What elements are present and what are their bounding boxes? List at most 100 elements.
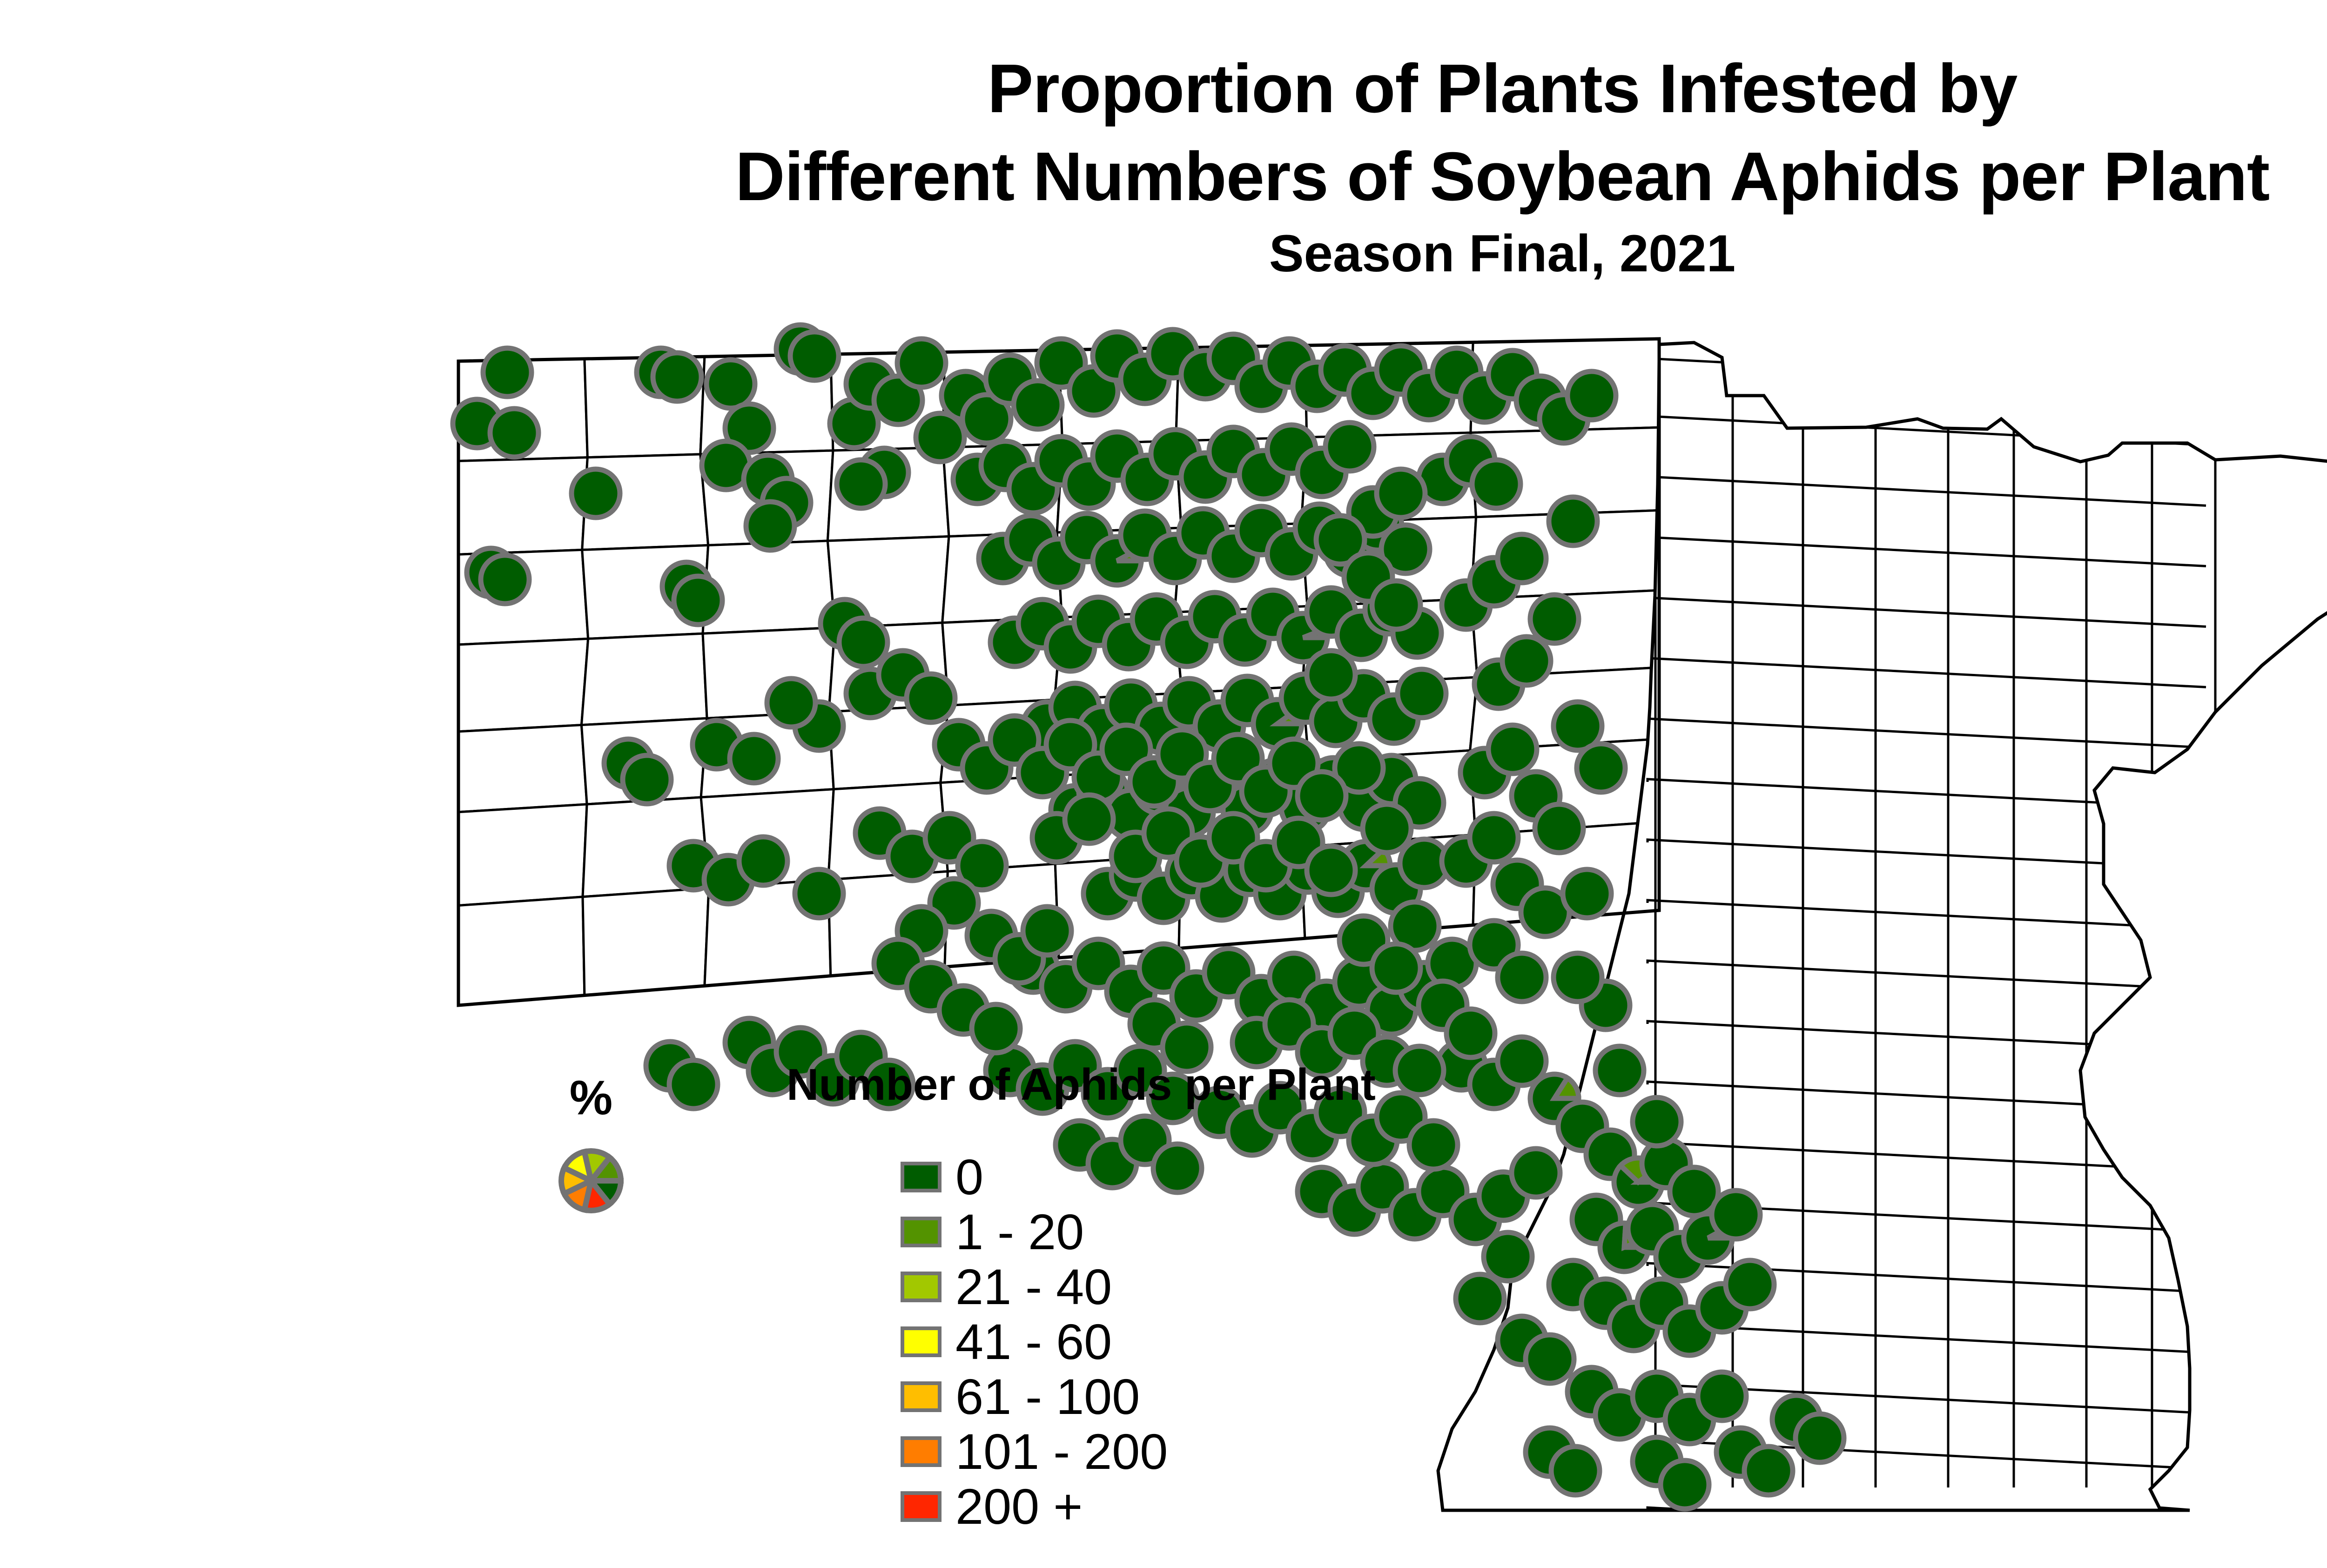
pie-slice — [1565, 369, 1619, 423]
chart-subtitle: Season Final, 2021 — [1269, 224, 1736, 283]
pie-slice — [1709, 1188, 1763, 1242]
site-pie-marker — [1574, 741, 1628, 795]
pie-slice — [1369, 941, 1423, 995]
legend-row: 200 + — [901, 1479, 1376, 1534]
site-pie-marker — [1379, 522, 1433, 576]
site-pie-marker — [1406, 1118, 1460, 1172]
pie-slice — [666, 1057, 720, 1111]
pie-slice — [1395, 666, 1449, 720]
site-pie-marker — [1495, 950, 1549, 1004]
site-pie-marker — [1392, 1043, 1446, 1097]
site-pie-marker — [1658, 1458, 1712, 1512]
pie-slice — [671, 573, 725, 627]
pie-slice — [904, 671, 958, 725]
pie-slice — [1611, 1162, 1665, 1209]
chart-title: Proportion of Plants Infested by Differe… — [0, 45, 2327, 221]
pie-slice — [1574, 741, 1628, 795]
county-grid-line-h — [1646, 596, 2206, 628]
legend-label: 200 + — [955, 1478, 1083, 1534]
site-pie-marker — [1565, 369, 1619, 423]
site-pie-marker — [1532, 801, 1586, 855]
county-grid-line-h — [1646, 475, 2206, 507]
county-grid-line-v — [1802, 360, 1806, 1487]
county-grid-line-h — [1646, 536, 2206, 567]
county-polygon — [457, 724, 588, 814]
legend-label: 21 - 40 — [955, 1258, 1112, 1315]
legend-label: 101 - 200 — [955, 1423, 1168, 1480]
site-pie-marker — [1397, 836, 1451, 890]
pie-slice — [862, 1057, 916, 1111]
site-pie-marker — [1546, 494, 1600, 548]
pie-slice — [1495, 950, 1549, 1004]
county-polygon — [580, 632, 708, 727]
legend-swatch — [901, 1326, 942, 1357]
legend-label: 1 - 20 — [955, 1204, 1084, 1260]
county-polygon — [581, 887, 710, 997]
map-panel — [0, 279, 2327, 1568]
pie-slice — [1397, 836, 1451, 890]
pie-slice — [1323, 420, 1377, 474]
county-polygon — [701, 539, 836, 635]
site-pie-marker — [1593, 1043, 1647, 1097]
site-pie-marker — [1523, 1332, 1577, 1386]
pie-slice — [1549, 1074, 1581, 1101]
state-outline-layer — [457, 337, 2327, 1512]
county-grid-line-h — [1646, 1141, 2206, 1172]
site-pie-marker — [1709, 1188, 1763, 1242]
sample-pie-wrapper — [512, 1145, 670, 1216]
pie-slice — [704, 357, 758, 411]
minnesota-outline — [1436, 341, 2327, 1512]
site-pie-marker — [487, 406, 541, 460]
county-grid-line-h — [1646, 1383, 2206, 1414]
legend-row: 101 - 200 — [901, 1424, 1376, 1479]
legend-label: 61 - 100 — [955, 1368, 1140, 1425]
pie-slice — [894, 336, 948, 390]
pie-slice — [1742, 1444, 1796, 1498]
legend-swatch — [901, 1436, 942, 1467]
site-pie-marker — [969, 1002, 1023, 1056]
site-pie-marker — [1304, 648, 1358, 702]
legend-label: 0 — [955, 1149, 984, 1205]
pie-slice — [1695, 1369, 1749, 1423]
site-pie-marker — [1395, 666, 1449, 720]
north-dakota-outline — [457, 337, 1661, 1007]
site-pie-marker — [1150, 1141, 1204, 1195]
county-polygon — [457, 895, 586, 1007]
site-pie-marker — [1332, 741, 1386, 795]
site-pie-marker — [1695, 1369, 1749, 1423]
site-pie-marker — [836, 615, 890, 669]
pie-slice — [478, 552, 532, 606]
legend-title: Number of Aphids per Plant — [787, 1060, 1376, 1110]
site-pie-marker — [727, 732, 781, 786]
pie-slice — [1392, 1043, 1446, 1097]
site-pie-marker — [1481, 1230, 1535, 1284]
pie-slice — [1332, 741, 1386, 795]
pie-slice — [1523, 1332, 1577, 1386]
county-grid-line-v — [2085, 360, 2088, 1487]
pie-slice — [1444, 1006, 1498, 1060]
pie-slice — [834, 457, 888, 511]
pie-slice — [743, 499, 797, 553]
pie-slice — [969, 1002, 1023, 1056]
legend-label: 41 - 60 — [955, 1313, 1112, 1370]
site-pie-marker — [1323, 420, 1377, 474]
site-pie-marker — [1548, 1444, 1602, 1498]
site-pie-marker — [1551, 950, 1605, 1004]
pie-slice — [1527, 592, 1581, 646]
pie-slice — [1593, 1043, 1647, 1097]
site-pie-marker — [1486, 722, 1540, 776]
pie-slice — [487, 406, 541, 460]
pie-slice — [1379, 522, 1433, 576]
pie-slice — [1481, 1230, 1535, 1284]
pie-slice — [1160, 1020, 1214, 1074]
site-pie-marker — [736, 834, 790, 888]
percent-key: % — [512, 1070, 670, 1216]
site-pie-marker — [1388, 899, 1442, 953]
county-grid-line-h — [1646, 357, 2206, 389]
pie-slice — [1453, 1272, 1507, 1326]
pie-slice — [699, 438, 753, 492]
pie-slice — [1360, 801, 1414, 855]
pie-slice — [1630, 1095, 1684, 1149]
pie-slice — [585, 1153, 624, 1184]
